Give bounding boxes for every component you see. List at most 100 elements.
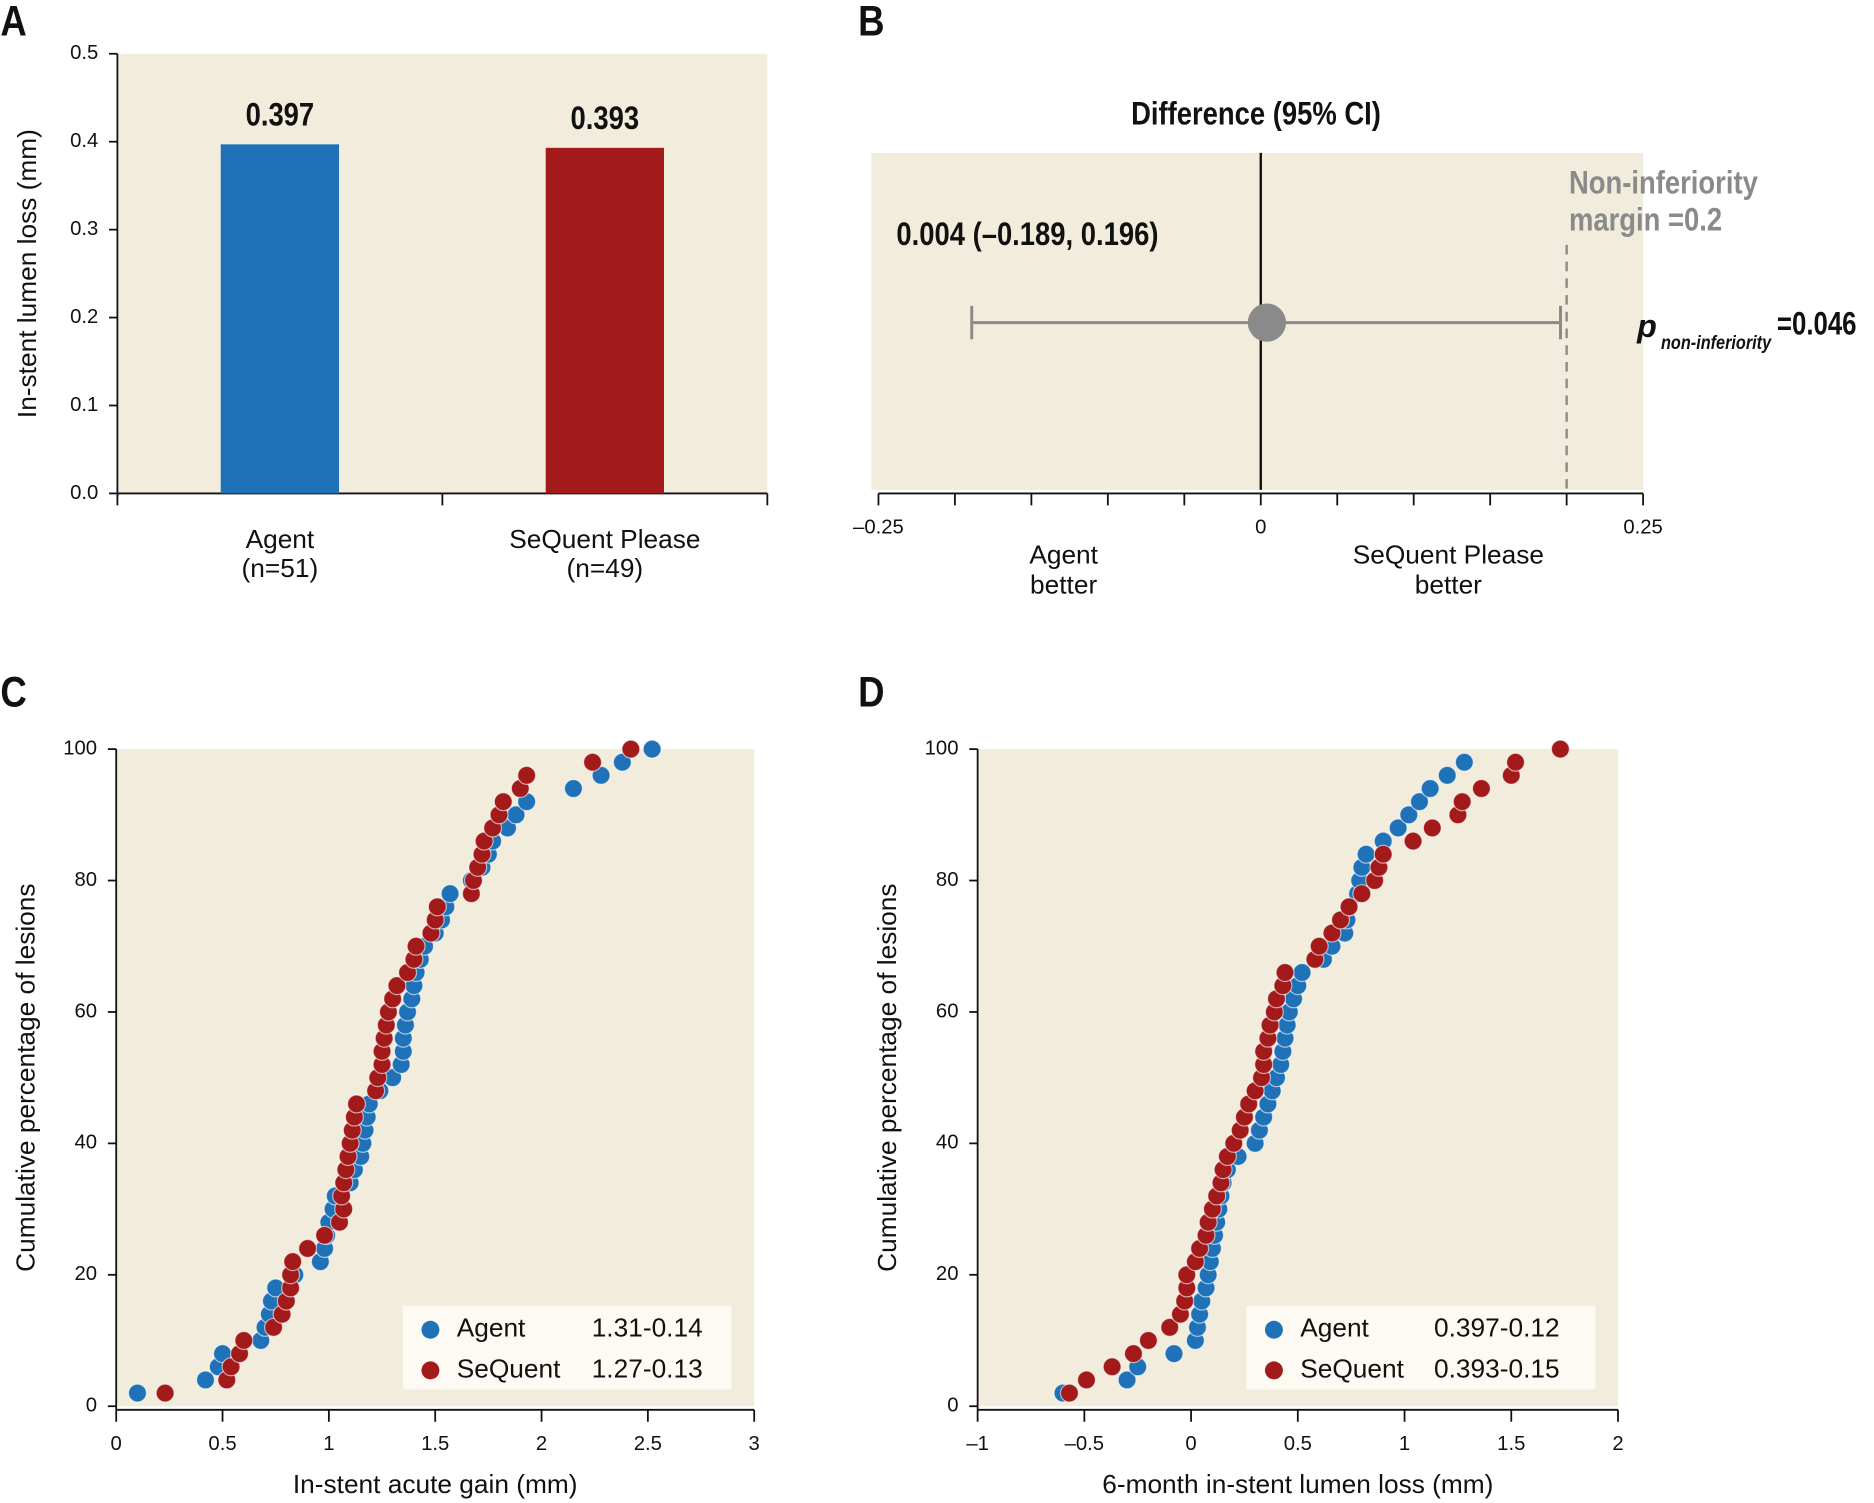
p-value: =0.046	[1777, 307, 1857, 342]
data-point	[1076, 1370, 1097, 1390]
category-label: Agent	[246, 524, 315, 554]
y-tick-label: 0.4	[70, 130, 98, 152]
data-point	[427, 897, 447, 917]
data-point	[127, 1383, 148, 1403]
panel-letter: D	[858, 669, 884, 716]
data-point	[195, 1370, 216, 1390]
y-tick-label: 60	[936, 1000, 959, 1022]
data-point	[1550, 739, 1570, 759]
data-point	[1373, 844, 1393, 864]
side-label: SeQuent Please	[1353, 540, 1544, 570]
margin-label: margin =0.2	[1569, 203, 1722, 239]
x-axis-label: 6-month in-stent lumen loss (mm)	[1102, 1469, 1493, 1499]
x-tick-label: 0.25	[1623, 516, 1663, 538]
data-point	[387, 976, 407, 996]
panel-letter: A	[0, 0, 26, 45]
data-point	[642, 739, 662, 759]
data-point	[1102, 1357, 1122, 1377]
x-tick-label: –0.5	[1065, 1433, 1105, 1455]
data-point	[1339, 897, 1359, 917]
data-point	[1409, 792, 1430, 812]
bar	[220, 144, 340, 494]
data-point	[1388, 818, 1408, 838]
point-estimate	[1247, 303, 1287, 342]
bar	[545, 147, 665, 494]
panel-letter: B	[858, 0, 884, 45]
side-label: Agent	[1029, 540, 1098, 570]
y-tick-label: 40	[936, 1132, 959, 1154]
chart-title: Difference (95% CI)	[1131, 96, 1381, 132]
data-point	[234, 1330, 254, 1351]
x-tick-label: 1	[323, 1433, 334, 1455]
data-point	[1422, 818, 1442, 838]
plot-background	[116, 749, 755, 1407]
category-note: (n=51)	[242, 553, 319, 583]
data-point	[493, 792, 513, 812]
estimate-label: 0.004 (–0.189, 0.196)	[896, 217, 1158, 253]
x-tick-label: 1.5	[421, 1433, 449, 1455]
legend-label: SeQuent	[1300, 1353, 1404, 1383]
plot-background	[977, 749, 1619, 1407]
x-tick-label: 0	[1255, 516, 1266, 538]
data-point	[1403, 831, 1423, 851]
data-point	[517, 765, 537, 785]
y-tick-label: 60	[75, 1000, 98, 1022]
category-label: SeQuent Please	[509, 524, 700, 554]
data-point	[1138, 1330, 1158, 1351]
data-point	[1505, 752, 1526, 772]
x-tick-label: 0	[111, 1433, 122, 1455]
data-point	[1454, 752, 1474, 772]
x-axis-label: In-stent acute gain (mm)	[293, 1469, 578, 1499]
data-point	[621, 739, 641, 759]
x-tick-label: 0.5	[208, 1433, 236, 1455]
y-axis-label: Cumulative percentage of lesions	[872, 883, 902, 1271]
y-tick-label: 0	[947, 1395, 958, 1417]
p-subscript: non-inferiority	[1661, 332, 1772, 354]
data-point	[1160, 1317, 1180, 1337]
data-point	[1123, 1344, 1144, 1364]
data-point	[298, 1238, 318, 1259]
y-tick-label: 100	[63, 737, 97, 759]
plot-background	[117, 53, 768, 494]
y-tick-label: 0.0	[70, 482, 98, 504]
y-tick-label: 0.5	[70, 42, 98, 64]
data-point	[1452, 792, 1472, 812]
margin-label: Non-inferiority	[1569, 166, 1758, 202]
x-tick-label: 2	[536, 1433, 547, 1455]
legend-marker	[421, 1361, 440, 1380]
legend-stat: 1.27-0.13	[592, 1353, 703, 1383]
panel-letter: C	[0, 669, 26, 716]
x-tick-label: 3	[749, 1433, 760, 1455]
y-tick-label: 0.1	[70, 394, 98, 416]
legend-stat: 0.397-0.12	[1434, 1313, 1560, 1343]
side-label: better	[1030, 570, 1097, 600]
category-note: (n=49)	[567, 553, 644, 583]
legend-stat: 1.31-0.14	[592, 1313, 703, 1343]
value-label: 0.397	[246, 97, 315, 133]
y-tick-label: 80	[936, 869, 959, 891]
data-point	[1309, 936, 1329, 956]
data-point	[1399, 805, 1419, 825]
data-point	[1437, 765, 1457, 785]
y-tick-label: 0.3	[70, 218, 98, 240]
y-tick-label: 80	[75, 869, 98, 891]
side-label: better	[1415, 570, 1482, 600]
y-tick-label: 0.2	[70, 306, 98, 328]
x-tick-label: –0.25	[853, 516, 904, 538]
data-point	[1117, 1370, 1137, 1390]
y-tick-label: 20	[936, 1263, 959, 1285]
data-point	[155, 1383, 175, 1403]
data-point	[1420, 778, 1440, 799]
x-tick-label: 2	[1612, 1433, 1623, 1455]
data-point	[1059, 1383, 1079, 1403]
legend-label: Agent	[1300, 1313, 1369, 1343]
p-symbol: p	[1636, 308, 1657, 344]
y-axis-label: In-stent lumen loss (mm)	[12, 129, 42, 418]
data-point	[283, 1252, 303, 1272]
legend-marker	[421, 1320, 440, 1339]
y-tick-label: 0	[86, 1395, 97, 1417]
data-point	[406, 936, 426, 956]
data-point	[583, 752, 603, 772]
